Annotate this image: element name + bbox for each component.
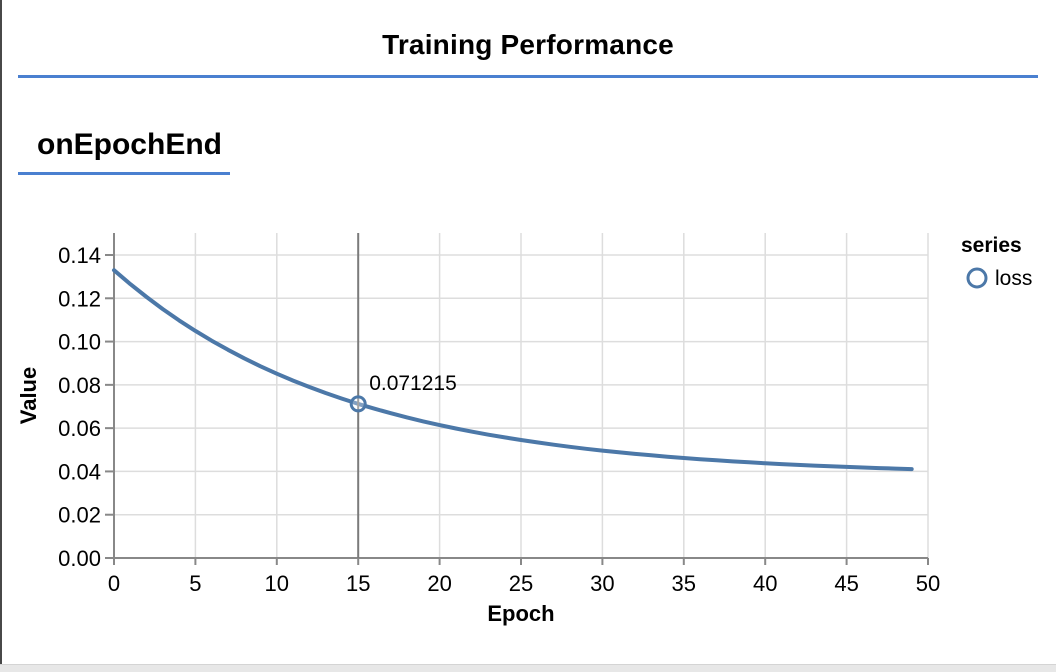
legend-title: series (961, 234, 1022, 257)
x-axis-title: Epoch (487, 601, 554, 626)
x-tick-label: 30 (590, 571, 614, 596)
y-tick-label: 0.14 (58, 243, 101, 268)
loss-series-line[interactable] (112, 268, 914, 472)
x-tick-label: 50 (916, 571, 940, 596)
y-tick-label: 0.08 (58, 373, 101, 398)
y-tick-label: 0.04 (58, 459, 101, 484)
title-divider-rule (18, 75, 1038, 78)
bottom-edge-strip (0, 664, 1056, 672)
section-heading-onepochend: onEpochEnd (37, 128, 222, 161)
legend-loss-circle-icon (966, 267, 988, 289)
x-tick-label: 35 (672, 571, 696, 596)
tooltip-point-marker[interactable] (349, 395, 367, 413)
legend-loss-label: loss (995, 267, 1032, 290)
page-title: Training Performance (382, 29, 674, 60)
x-tick-label: 5 (189, 571, 201, 596)
section-divider-rule (18, 172, 230, 175)
x-tick-label: 45 (834, 571, 858, 596)
x-tick-label: 20 (427, 571, 451, 596)
x-tick-label: 25 (509, 571, 533, 596)
x-tick-label: 40 (753, 571, 777, 596)
y-tick-label: 0.00 (58, 546, 101, 571)
panel-left-border (0, 0, 2, 664)
y-axis-title: Value (16, 367, 41, 424)
y-tick-label: 0.06 (58, 416, 101, 441)
x-tick-label: 10 (265, 571, 289, 596)
x-tick-label: 0 (108, 571, 120, 596)
y-tick-label: 0.10 (58, 330, 101, 355)
x-tick-label: 15 (346, 571, 370, 596)
tooltip-value-label: 0.071215 (369, 372, 457, 395)
y-tick-label: 0.12 (58, 286, 101, 311)
y-tick-label: 0.02 (58, 503, 101, 528)
